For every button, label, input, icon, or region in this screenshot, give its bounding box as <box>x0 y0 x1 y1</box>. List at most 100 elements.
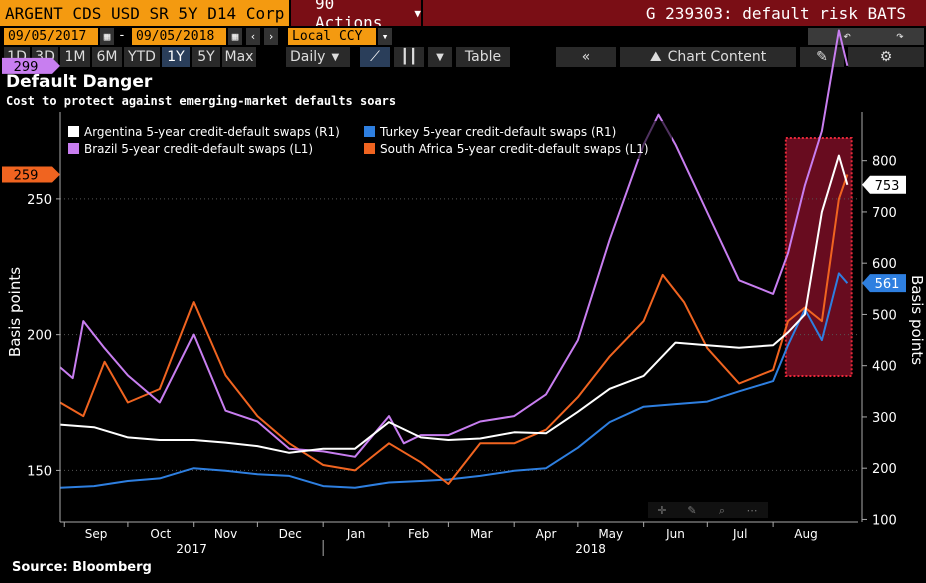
y-right-tick-label: 100 <box>872 513 897 528</box>
last-value-label: 561 <box>875 277 900 292</box>
y-left-tick-label: 250 <box>27 193 52 208</box>
x-tick-label: Sep <box>85 527 108 541</box>
last-value-label: 259 <box>14 168 39 183</box>
y-axis-left-label: Basis points <box>6 267 24 357</box>
chart-title: Default Danger <box>6 72 153 92</box>
frequency-value: Daily <box>290 49 326 65</box>
legend-swatch <box>68 126 79 137</box>
period-button-max[interactable]: Max <box>222 47 256 67</box>
window-title: G 239303: default risk BATS <box>423 0 926 26</box>
x-tick-label: May <box>598 527 623 541</box>
gear-icon: ⚙ <box>879 49 893 65</box>
period-button-5y[interactable]: 5Y <box>192 47 220 67</box>
draw-icon[interactable]: ✎ <box>687 504 696 517</box>
chevron-left-icon[interactable]: ‹ <box>246 28 260 45</box>
frequency-select[interactable]: Daily ▼ <box>286 47 350 67</box>
source-note: Source: Bloomberg <box>12 560 152 575</box>
table-button[interactable]: Table <box>456 47 510 67</box>
y-right-tick-label: 600 <box>872 257 897 272</box>
calendar-icon[interactable]: ▦ <box>228 28 242 45</box>
y-left-tick-label: 150 <box>27 464 52 479</box>
legend-swatch <box>364 126 375 137</box>
chart-type-dropdown[interactable]: ▼ <box>428 47 452 67</box>
settings-button[interactable]: ⚙ <box>848 47 924 67</box>
edit-icon: ✎ <box>816 49 828 65</box>
period-button-6m[interactable]: 6M <box>92 47 122 67</box>
ticker-field[interactable]: ARGENT CDS USD SR 5Y D14 Corp <box>0 0 289 26</box>
redo-icon: ↷ <box>896 29 904 44</box>
chevron-down-icon: ▼ <box>414 6 421 20</box>
y-right-tick-label: 800 <box>872 155 897 170</box>
series-line-1 <box>59 272 849 489</box>
y-left-tick-label: 200 <box>27 329 52 344</box>
x-tick-label: Feb <box>408 527 429 541</box>
chart-content-label: Chart Content <box>667 49 767 65</box>
series-line-2 <box>59 29 849 458</box>
last-value-label: 753 <box>875 179 900 194</box>
redo-button[interactable]: ↷ <box>876 28 924 45</box>
chevron-down-icon[interactable]: ▾ <box>378 28 392 45</box>
last-value-badge <box>862 274 906 293</box>
y-right-tick-label: 500 <box>872 308 897 323</box>
window-title-label: G 239303: default risk BATS <box>645 3 906 23</box>
line-chart-button[interactable]: ⟋ <box>360 47 390 67</box>
start-date-input[interactable]: 09/05/2017 <box>4 28 98 45</box>
last-value-badge <box>2 57 60 74</box>
date-separator: - <box>118 28 126 43</box>
legend-swatch <box>68 143 79 154</box>
y-axis-right-label: Basis points <box>908 275 926 365</box>
candle-icon: ┃┃ <box>400 49 418 65</box>
x-tick-label: Jan <box>346 527 366 541</box>
more-icon[interactable]: ⋯ <box>747 504 758 517</box>
undo-button[interactable]: ↶ <box>808 28 886 45</box>
chevron-right-icon[interactable]: › <box>264 28 278 45</box>
collapse-button[interactable]: « <box>556 47 616 67</box>
highlight-box <box>784 137 853 377</box>
chart-content-button[interactable]: ⛰ Chart Content <box>620 47 796 67</box>
start-date-value: 09/05/2017 <box>8 29 87 44</box>
ticker-label: ARGENT CDS USD SR 5Y D14 Corp <box>5 3 285 23</box>
x-tick-label: Nov <box>214 527 237 541</box>
chart-content-icon: ⛰ <box>649 49 662 65</box>
legend-swatch <box>364 143 375 154</box>
currency-select[interactable]: Local CCY <box>288 28 376 45</box>
x-tick-label: Jul <box>732 527 747 541</box>
x-tick-label: Oct <box>150 527 171 541</box>
legend-label: Brazil 5-year credit-default swaps (L1) <box>84 142 313 156</box>
last-value-badge <box>862 175 906 194</box>
y-right-tick-label: 400 <box>872 360 897 375</box>
series-line-0 <box>59 154 849 454</box>
legend-label: South Africa 5-year credit-default swaps… <box>380 142 649 156</box>
x-tick-label: Mar <box>470 527 493 541</box>
chart-tools-bar <box>648 502 768 518</box>
chart-subtitle: Cost to protect against emerging-market … <box>6 94 397 108</box>
x-year-label: 2017 <box>176 542 207 556</box>
x-tick-label: Aug <box>794 527 817 541</box>
period-button-1m[interactable]: 1M <box>60 47 90 67</box>
legend-label: Argentina 5-year credit-default swaps (R… <box>84 125 340 139</box>
series-line-3 <box>59 174 849 485</box>
end-date-input[interactable]: 09/05/2018 <box>132 28 226 45</box>
line-chart-icon: ⟋ <box>370 49 380 65</box>
zoom-icon[interactable]: ⌕ <box>719 504 725 517</box>
bar-chart-button[interactable]: ┃┃ <box>394 47 424 67</box>
y-right-tick-label: 700 <box>872 206 897 221</box>
calendar-icon[interactable]: ▦ <box>100 28 114 45</box>
chart-tools[interactable]: ✛ ✎ ⌕ ⋯ <box>648 502 768 518</box>
period-button-ytd[interactable]: YTD <box>124 47 160 67</box>
legend-label: Turkey 5-year credit-default swaps (R1) <box>379 125 616 139</box>
double-chevron-left-icon: « <box>581 49 591 65</box>
currency-value: Local CCY <box>292 29 363 44</box>
x-tick-label: Dec <box>279 527 302 541</box>
x-year-label: 2018 <box>575 542 606 556</box>
y-right-tick-label: 200 <box>872 462 897 477</box>
x-tick-label: Apr <box>536 527 557 541</box>
last-value-badge <box>2 166 60 183</box>
x-tick-label: Jun <box>665 527 685 541</box>
table-label: Table <box>464 49 502 65</box>
last-value-label: 299 <box>14 60 39 75</box>
crosshair-icon[interactable]: ✛ <box>657 504 666 517</box>
chevron-down-icon: ▼ <box>436 51 444 63</box>
period-button-1y[interactable]: 1Y <box>162 47 190 67</box>
